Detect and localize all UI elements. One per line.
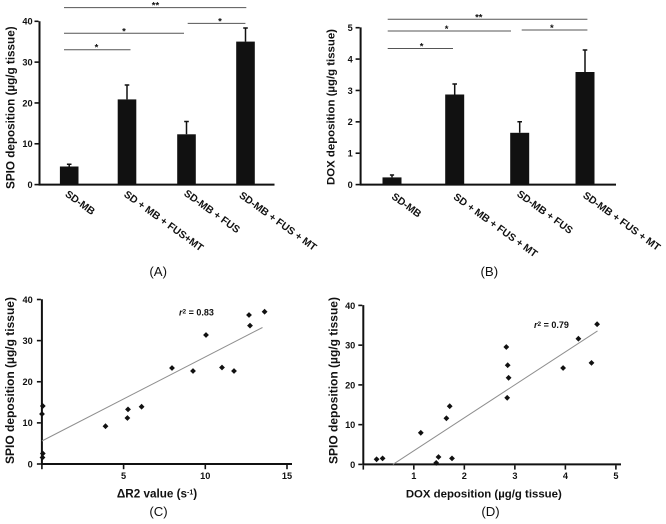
svg-text:SPIO deposition (µg/g tissue): SPIO deposition (µg/g tissue) [326,297,340,464]
svg-text:r2 = 0.79: r2 = 0.79 [534,320,569,330]
svg-text:40: 40 [345,301,355,311]
svg-text:4: 4 [348,54,354,64]
svg-text:*: * [95,43,99,54]
svg-text:(B): (B) [481,264,499,279]
svg-text:20: 20 [22,377,32,387]
svg-text:30: 30 [22,57,32,67]
svg-text:20: 20 [345,380,355,390]
svg-text:*: * [122,26,126,37]
svg-text:*: * [445,24,449,35]
svg-text:3: 3 [512,471,517,481]
svg-text:1: 1 [411,471,416,481]
svg-text:4: 4 [563,471,569,481]
svg-text:3: 3 [348,86,353,96]
svg-text:10: 10 [345,420,355,430]
svg-text:20: 20 [22,98,32,108]
svg-text:*: * [218,16,222,27]
svg-text:0: 0 [348,180,353,190]
svg-text:40: 40 [22,17,32,27]
svg-text:*: * [550,23,554,34]
svg-text:2: 2 [348,117,353,127]
svg-text:5: 5 [348,23,353,33]
svg-text:30: 30 [345,341,355,351]
svg-text:DOX deposition (µg/g tissue): DOX deposition (µg/g tissue) [406,488,562,500]
svg-text:0: 0 [28,459,33,469]
svg-text:SPIO deposition (µg/g tissue): SPIO deposition (µg/g tissue) [3,297,17,464]
svg-text:ΔR2 value (s-1): ΔR2 value (s-1) [117,487,197,500]
svg-text:10: 10 [22,139,32,149]
svg-text:DOX deposition (µg/g tissue): DOX deposition (µg/g tissue) [326,29,338,185]
svg-text:(A): (A) [149,264,167,279]
svg-text:0: 0 [27,180,32,190]
svg-text:15: 15 [282,471,292,481]
svg-text:*: * [420,42,424,53]
svg-text:r2 = 0.83: r2 = 0.83 [179,308,214,318]
svg-text:10: 10 [22,418,32,428]
svg-text:SPIO deposition (µg/g tissue): SPIO deposition (µg/g tissue) [4,26,17,189]
svg-text:**: ** [475,12,483,23]
svg-text:40: 40 [22,295,32,305]
svg-text:(D): (D) [481,504,499,519]
svg-text:30: 30 [22,336,32,346]
svg-text:2: 2 [462,471,467,481]
svg-text:(C): (C) [149,504,167,519]
svg-text:0: 0 [350,460,355,470]
svg-text:10: 10 [200,471,210,481]
svg-text:**: ** [152,1,160,12]
svg-text:5: 5 [121,471,126,481]
svg-text:5: 5 [613,471,618,481]
svg-text:1: 1 [348,149,353,159]
